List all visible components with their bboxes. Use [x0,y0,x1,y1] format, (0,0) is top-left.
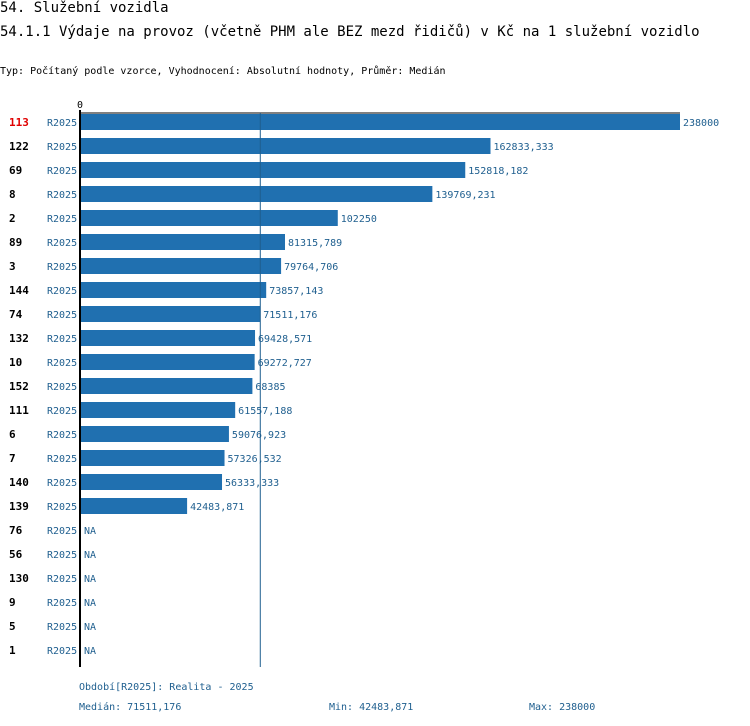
bar [80,474,223,490]
category-label: 5 [9,620,16,633]
series-label: R2025 [47,550,77,561]
series-label: R2025 [47,238,77,249]
value-label: 139769,231 [435,190,495,201]
footer-min: Min: 42483,871 [329,702,414,713]
series-label: R2025 [47,118,77,129]
bar [80,378,253,394]
value-label: 56333,333 [225,478,279,489]
series-label: R2025 [47,166,77,177]
value-label: 81315,789 [288,238,342,249]
chart-subtitle: Typ: Počítaný podle vzorce, Vyhodnocení:… [0,66,446,77]
bar [80,426,229,442]
value-label: 73857,143 [269,286,323,297]
series-label: R2025 [47,286,77,297]
value-label: 61557,188 [238,406,292,417]
series-label: R2025 [47,430,77,441]
value-label: 79764,706 [284,262,338,273]
value-label: 162833,333 [494,142,554,153]
series-label: R2025 [47,406,77,417]
category-label: 113 [9,116,29,129]
chart-title: 54.1.1 Výdaje na provoz (včetně PHM ale … [0,24,700,40]
category-label: 74 [9,308,23,321]
category-label: 7 [9,452,16,465]
series-label: R2025 [47,454,77,465]
value-label: 238000 [683,118,719,129]
series-label: R2025 [47,502,77,513]
series-label: R2025 [47,526,77,537]
bar [80,186,433,202]
value-label: NA [84,622,96,633]
bar [80,306,261,322]
category-label: 3 [9,260,16,273]
series-label: R2025 [47,574,77,585]
category-label: 130 [9,572,29,585]
category-label: 2 [9,212,16,225]
series-label: R2025 [47,142,77,153]
category-label: 139 [9,500,29,513]
series-label: R2025 [47,334,77,345]
value-label: 102250 [341,214,377,225]
bar [80,498,188,514]
series-label: R2025 [47,622,77,633]
axis-zero-label: 0 [77,100,83,111]
category-label: 10 [9,356,22,369]
value-label: NA [84,598,96,609]
category-label: 1 [9,644,16,657]
footer-period: Období[R2025]: Realita - 2025 [79,682,254,693]
category-label: 69 [9,164,22,177]
value-label: 69272,727 [258,358,312,369]
category-label: 8 [9,188,16,201]
category-label: 144 [9,284,29,297]
value-label: 152818,182 [468,166,528,177]
value-label: NA [84,550,96,561]
bar [80,258,282,274]
category-label: 6 [9,428,16,441]
category-label: 89 [9,236,22,249]
series-label: R2025 [47,598,77,609]
series-label: R2025 [47,310,77,321]
category-label: 132 [9,332,29,345]
value-label: 57326,532 [228,454,282,465]
value-label: 69428,571 [258,334,312,345]
category-label: 111 [9,404,29,417]
bar [80,234,285,250]
value-label: NA [84,526,96,537]
category-label: 76 [9,524,23,537]
category-label: 152 [9,380,29,393]
category-label: 122 [9,140,29,153]
bar [80,162,466,178]
series-label: R2025 [47,262,77,273]
bar [80,210,338,226]
series-label: R2025 [47,358,77,369]
bar [80,114,680,130]
bar [80,402,236,418]
value-label: NA [84,574,96,585]
value-label: 71511,176 [263,310,317,321]
bar [80,354,255,370]
series-label: R2025 [47,382,77,393]
category-label: 140 [9,476,29,489]
series-label: R2025 [47,646,77,657]
bar [80,450,225,466]
series-label: R2025 [47,214,77,225]
value-label: 42483,871 [190,502,244,513]
bar [80,138,491,154]
value-label: NA [84,646,96,657]
footer-median: Medián: 71511,176 [79,702,182,713]
value-label: 68385 [255,382,285,393]
section-title: 54. Služební vozidla [0,0,169,16]
footer-max: Max: 238000 [529,702,596,713]
series-label: R2025 [47,478,77,489]
series-label: R2025 [47,190,77,201]
category-label: 56 [9,548,23,561]
bar [80,330,256,346]
category-label: 9 [9,596,16,609]
value-label: 59076,923 [232,430,286,441]
bar [80,282,267,298]
